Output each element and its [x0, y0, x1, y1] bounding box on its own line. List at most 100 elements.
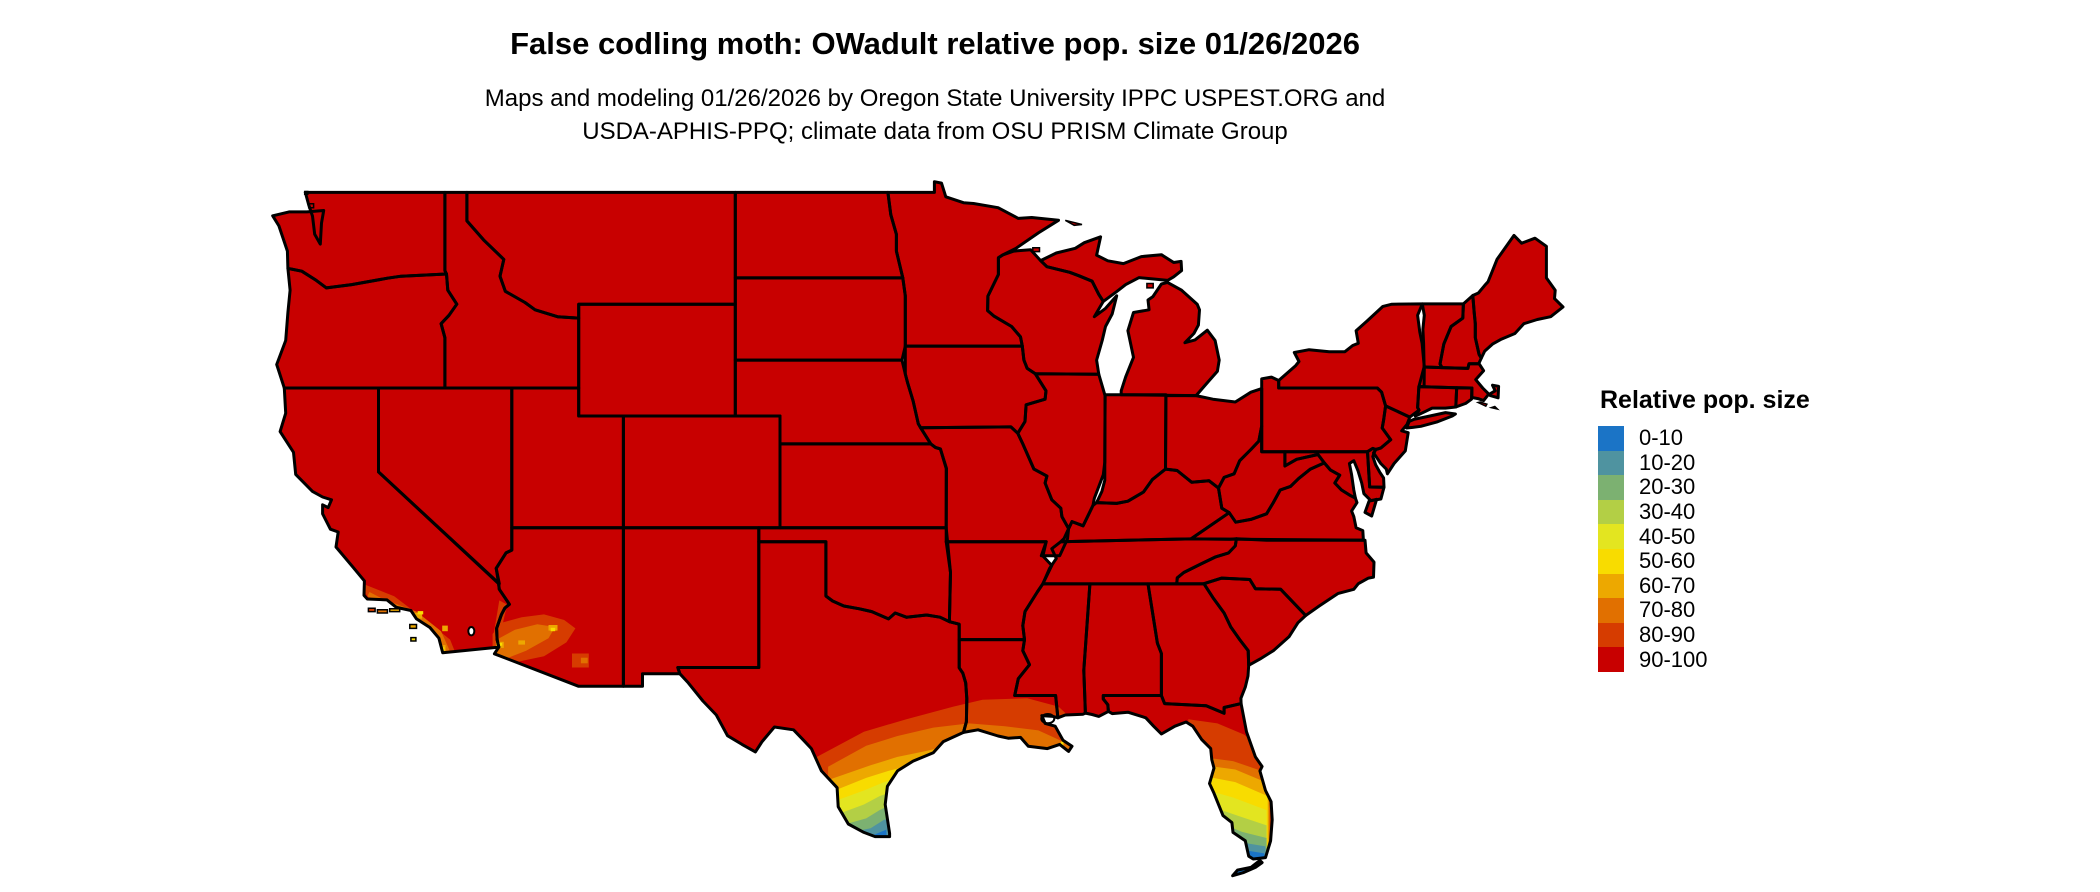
state-va — [1365, 499, 1377, 516]
state-border-fl — [1231, 858, 1264, 878]
state-nv — [378, 388, 512, 584]
gradient-band — [855, 829, 889, 876]
state-ga — [1148, 583, 1249, 714]
figure-subtitle: Maps and modeling 01/26/2026 by Oregon S… — [270, 82, 1600, 148]
legend-label: 30-40 — [1639, 499, 1696, 525]
state-border-ny — [1405, 411, 1457, 430]
state-ne — [735, 360, 931, 444]
state-border-nc — [1175, 537, 1376, 617]
state-border-az — [492, 526, 625, 688]
island — [1488, 405, 1500, 411]
legend-label: 90-100 — [1639, 646, 1708, 672]
state-co — [623, 416, 780, 528]
legend-item: 60-70 — [1598, 572, 1810, 599]
legend-label: 50-60 — [1639, 548, 1696, 574]
state-mi — [1040, 236, 1182, 302]
gradient-band — [572, 653, 589, 668]
legend-item: 70-80 — [1598, 597, 1810, 623]
offshore-islands — [303, 190, 1500, 642]
state-ma — [1418, 363, 1499, 401]
legend-swatch — [1598, 647, 1624, 672]
state-border-mi — [1119, 280, 1221, 398]
state-shapes — [272, 181, 1563, 876]
state-ms — [1014, 583, 1090, 718]
state-mi — [1121, 282, 1220, 396]
legend-label: 20-30 — [1639, 474, 1696, 500]
state-border-me — [1471, 233, 1565, 360]
state-wi — [987, 249, 1117, 375]
legend-swatch — [1598, 524, 1624, 549]
legend-label: 60-70 — [1639, 572, 1696, 598]
state-ok — [758, 527, 951, 622]
state-pa — [1261, 377, 1391, 452]
state-me — [1472, 235, 1563, 359]
legend-swatch — [1598, 450, 1624, 476]
channel-island — [409, 623, 418, 630]
legend-label: 10-20 — [1639, 449, 1696, 475]
island — [1146, 282, 1154, 289]
state-in — [1096, 394, 1166, 504]
legend-item: 50-60 — [1598, 548, 1810, 574]
figure-subtitle-line2: USDA-APHIS-PPQ; climate data from OSU PR… — [582, 118, 1288, 145]
island — [1032, 246, 1041, 253]
legend-item: 20-30 — [1598, 474, 1810, 500]
legend-label: 40-50 — [1639, 523, 1696, 549]
legend-title: Relative pop. size — [1600, 386, 1810, 414]
channel-island — [367, 607, 376, 613]
state-mt — [466, 192, 736, 319]
legend-swatch — [1598, 622, 1624, 648]
state-mo — [920, 426, 1069, 556]
state-nh — [1440, 295, 1482, 369]
legend: Relative pop. size 0-10 10-20 20-30 30-40 40… — [1598, 386, 1810, 672]
state-al — [1083, 583, 1162, 717]
state-border-ny — [1277, 302, 1426, 419]
state-border-md — [1283, 450, 1386, 503]
legend-swatch — [1598, 426, 1624, 451]
gradient-band — [550, 627, 556, 632]
legend-item: 90-100 — [1598, 647, 1810, 672]
state-nd — [735, 192, 903, 278]
legend-swatch — [1598, 598, 1624, 623]
legend-label: 80-90 — [1639, 622, 1696, 648]
state-wy — [578, 304, 736, 416]
state-border-va — [1363, 497, 1379, 518]
state-sd — [735, 277, 906, 361]
state-id — [441, 192, 579, 388]
state-md — [1284, 451, 1384, 501]
legend-item: 80-90 — [1598, 622, 1810, 648]
legend-item: 30-40 — [1598, 499, 1810, 525]
island — [1064, 219, 1083, 227]
state-il — [1017, 373, 1106, 529]
state-vt — [1422, 303, 1464, 368]
state-ky — [1060, 469, 1230, 542]
legend-swatch — [1598, 499, 1624, 525]
state-border-fl — [1101, 694, 1274, 861]
state-border-tx — [676, 540, 969, 839]
channel-island — [376, 608, 389, 614]
state-ct — [1415, 386, 1457, 417]
channel-island — [410, 636, 417, 642]
gradient-band — [442, 625, 448, 632]
salton-sea — [467, 625, 476, 637]
state-nm — [623, 527, 759, 687]
state-wa — [272, 192, 447, 288]
state-ny — [1406, 412, 1456, 428]
state-tn — [1042, 538, 1237, 584]
legend-item: 0-10 — [1598, 425, 1810, 451]
state-ut — [511, 388, 624, 528]
state-border-mi — [1039, 235, 1184, 303]
state-wv — [1218, 426, 1325, 523]
island — [1475, 401, 1488, 408]
state-ia — [905, 346, 1046, 434]
gradient-band — [580, 657, 588, 664]
legend-item: 40-50 — [1598, 524, 1810, 549]
state-ri — [1455, 387, 1472, 407]
legend-swatch — [1598, 573, 1624, 599]
figure-title: False codling moth: OWadult relative pop… — [510, 26, 1360, 61]
state-ar — [946, 541, 1052, 640]
legend-items: 0-10 10-20 20-30 30-40 40-50 50-60 60-70 70-80 8… — [1598, 425, 1810, 672]
gradient-band — [417, 611, 424, 615]
state-nc — [1176, 538, 1374, 616]
